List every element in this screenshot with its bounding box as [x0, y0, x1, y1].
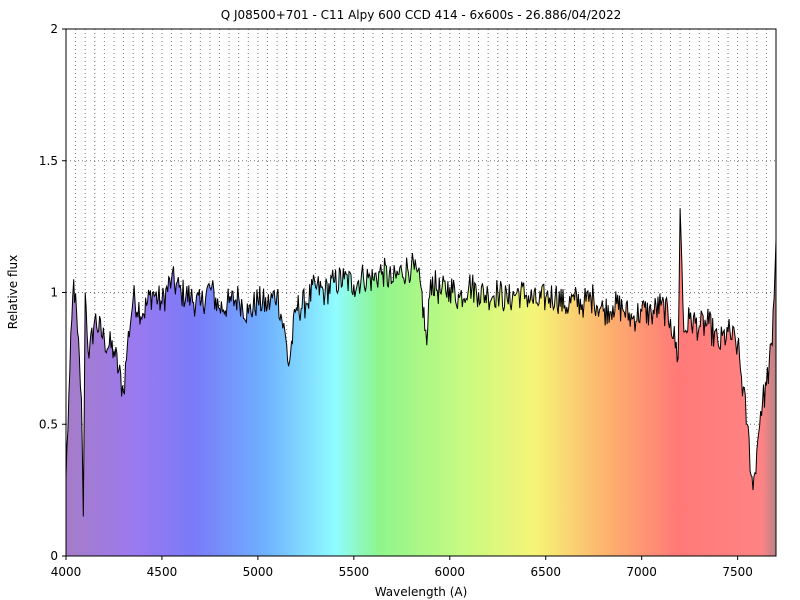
y-axis-ticks: 0 0.5 1 1.5 2 — [39, 22, 66, 563]
x-tick-label: 5000 — [243, 565, 274, 579]
y-tick-label: 1 — [50, 286, 58, 300]
y-tick-label: 2 — [50, 22, 58, 36]
x-tick-label: 7500 — [722, 565, 753, 579]
x-tick-label: 5500 — [339, 565, 370, 579]
chart-title: Q J08500+701 - C11 Alpy 600 CCD 414 - 6x… — [221, 8, 622, 22]
spectrum-line — [66, 208, 776, 517]
x-tick-label: 6000 — [435, 565, 466, 579]
y-tick-label: 1.5 — [39, 154, 58, 168]
y-axis-label: Relative flux — [6, 255, 20, 329]
x-tick-label: 6500 — [530, 565, 561, 579]
x-tick-label: 4000 — [51, 565, 82, 579]
y-tick-label: 0.5 — [39, 417, 58, 431]
x-tick-label: 4500 — [147, 565, 178, 579]
y-tick-label: 0 — [50, 549, 58, 563]
x-axis-ticks: 4000 4500 5000 5500 6000 6500 7000 7500 — [51, 556, 753, 579]
spectrum-fill — [66, 208, 776, 556]
x-axis-label: Wavelength (A) — [375, 585, 468, 599]
x-tick-label: 7000 — [626, 565, 657, 579]
